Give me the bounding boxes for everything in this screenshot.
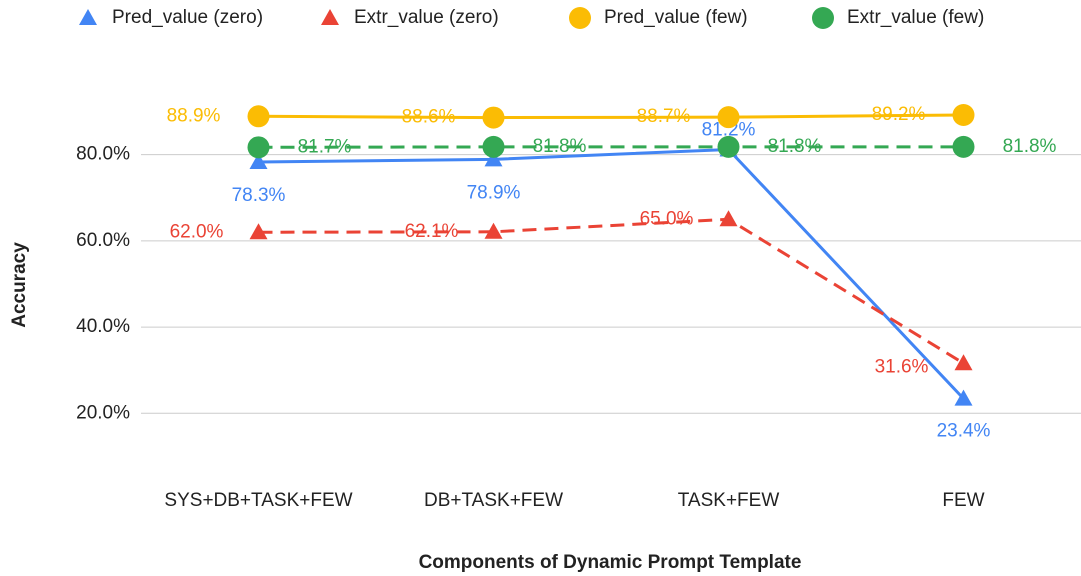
data-label: 31.6% [875, 356, 929, 377]
legend-marker [569, 7, 591, 29]
legend-label: Pred_value (zero) [112, 7, 263, 28]
legend-label: Pred_value (few) [604, 7, 748, 28]
data-point [247, 136, 270, 159]
y-tick-label: 60.0% [76, 230, 130, 251]
data-point [717, 106, 740, 129]
data-label: 81.8% [1003, 136, 1057, 157]
data-label: 88.6% [402, 107, 456, 128]
data-point [954, 389, 973, 406]
x-tick-label: FEW [942, 490, 984, 511]
legend-marker [79, 9, 97, 25]
data-point [247, 105, 270, 128]
x-tick-label: TASK+FEW [678, 490, 780, 511]
data-point [719, 210, 738, 227]
series-line [258, 147, 965, 400]
data-point [484, 222, 503, 239]
data-point [952, 104, 975, 126]
data-point [717, 135, 740, 158]
data-label: 65.0% [640, 208, 694, 229]
legend-label: Extr_value (few) [847, 7, 984, 28]
data-point [249, 223, 268, 240]
y-tick-label: 80.0% [76, 144, 130, 165]
data-point [484, 150, 503, 167]
y-tick-label: 40.0% [76, 316, 130, 337]
legend-marker [321, 9, 339, 25]
data-label: 81.7% [298, 136, 352, 157]
data-point [249, 152, 268, 169]
series-line [258, 113, 964, 120]
data-label: 23.4% [937, 421, 991, 442]
data-label: 89.2% [872, 104, 926, 125]
data-label: 78.9% [467, 182, 521, 203]
x-tick-label: SYS+DB+TASK+FEW [164, 490, 352, 511]
x-axis-title: Components of Dynamic Prompt Template [419, 552, 802, 573]
legend-marker [812, 7, 834, 29]
y-axis-title: Accuracy [9, 242, 30, 328]
data-label: 88.7% [637, 106, 691, 127]
y-tick-label: 20.0% [76, 402, 130, 423]
data-point [482, 135, 505, 158]
data-point [482, 106, 505, 129]
data-label: 81.8% [768, 136, 822, 157]
data-label: 62.0% [170, 221, 224, 242]
data-point [952, 135, 975, 158]
data-point [954, 354, 973, 371]
x-tick-label: DB+TASK+FEW [424, 490, 563, 511]
data-label: 81.2% [702, 119, 756, 140]
series-line [258, 217, 965, 365]
data-label: 81.8% [533, 136, 587, 157]
legend-label: Extr_value (zero) [354, 7, 499, 28]
data-label: 88.9% [167, 105, 221, 126]
data-label: 62.1% [405, 221, 459, 242]
data-label: 78.3% [232, 185, 286, 206]
